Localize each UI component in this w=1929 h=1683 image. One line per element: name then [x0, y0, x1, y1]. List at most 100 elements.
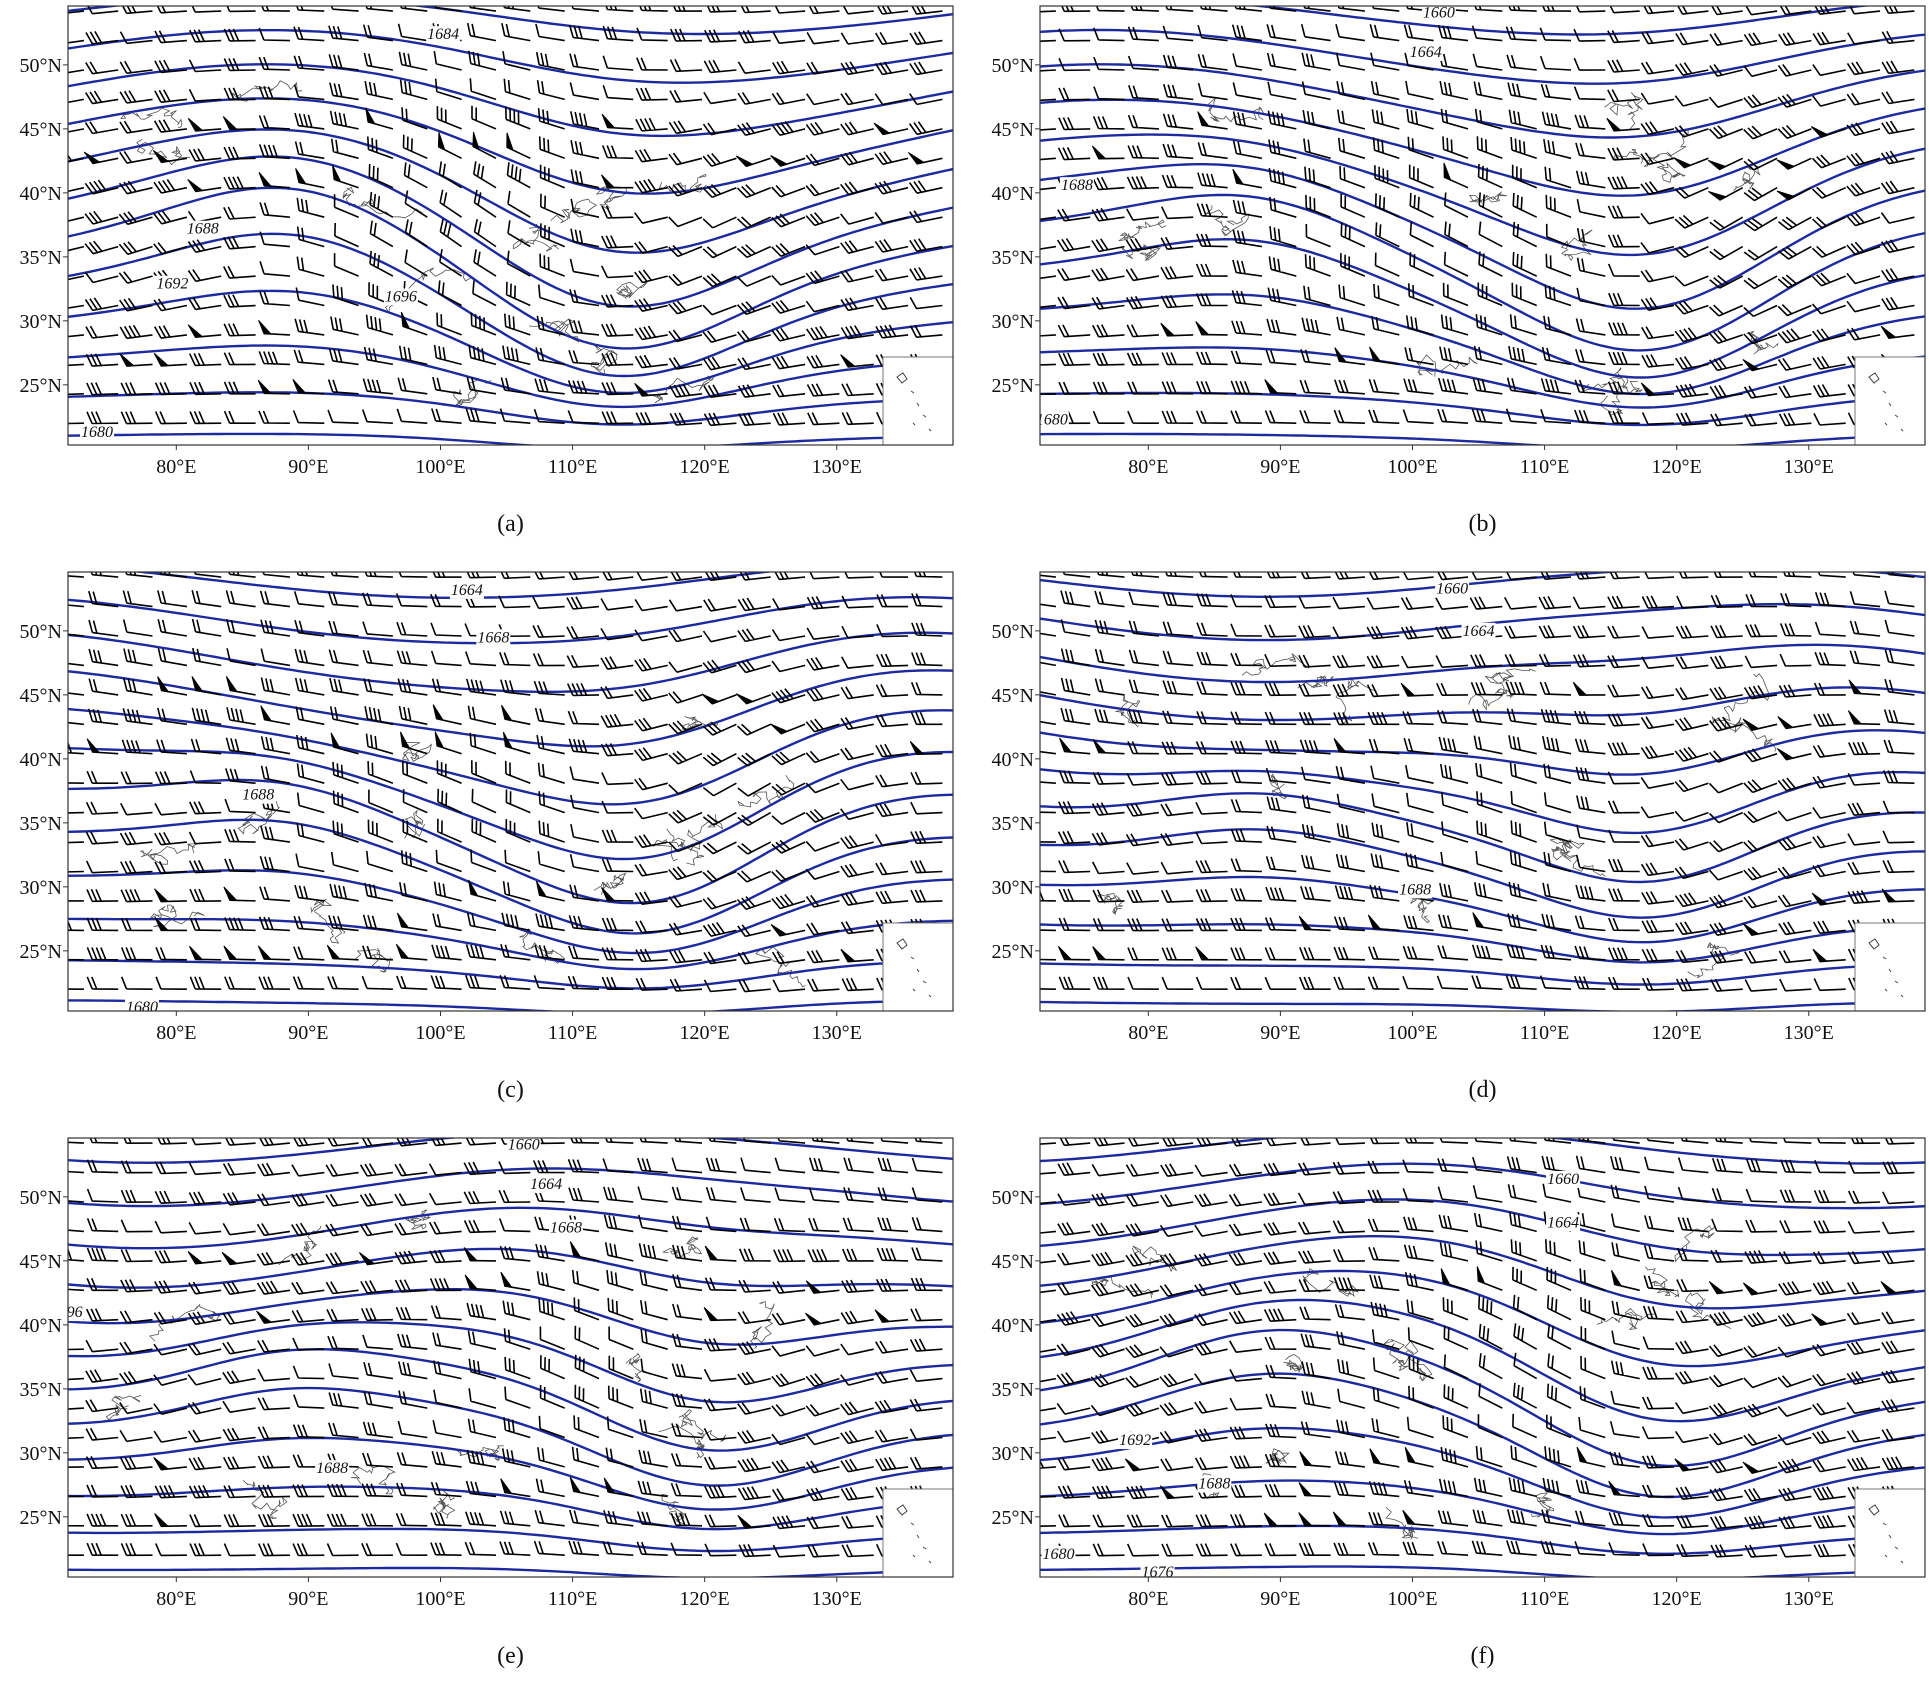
- y-tick-label: 40°N: [20, 183, 62, 205]
- y-tick-label: 40°N: [992, 749, 1034, 771]
- y-tick-label: 35°N: [992, 1379, 1034, 1401]
- x-tick-label: 80°E: [1128, 1022, 1168, 1044]
- x-tick-label: 100°E: [1387, 1022, 1437, 1044]
- y-tick-label: 35°N: [992, 247, 1034, 269]
- y-tick-label: 50°N: [20, 55, 62, 77]
- map-content: 1660 1664 1692 1688 1680 1676: [1040, 1138, 1925, 1581]
- x-tick-label: 100°E: [415, 1022, 465, 1044]
- map-content: 1660 1664 1668 96 1688: [67, 1136, 953, 1577]
- x-tick-label: 100°E: [1387, 1588, 1437, 1610]
- y-tick-label: 30°N: [992, 1443, 1034, 1465]
- y-tick-label: 30°N: [20, 311, 62, 333]
- contour-label-bg: [80, 424, 115, 442]
- x-tick-label: 130°E: [1784, 1588, 1834, 1610]
- contour-label-bg: [383, 288, 418, 306]
- contour-label-bg: [1118, 1432, 1153, 1450]
- contour-label-bg: [315, 1460, 350, 1478]
- contour-label: 1680: [81, 424, 113, 441]
- map-panel: 1684 1688 1692 1696 1680 80°E 90°E 100°E 110°E 12…: [20, 5, 954, 537]
- contour-label: 1664: [1547, 1214, 1579, 1231]
- wind-barbs: [68, 572, 943, 993]
- x-tick-label: 100°E: [1387, 456, 1437, 478]
- contour-label: 1688: [1061, 177, 1093, 194]
- boundary-lines: [1097, 653, 1777, 979]
- y-tick-label: 25°N: [992, 941, 1034, 963]
- map-frame: [67, 571, 954, 1012]
- contour-label-bg: [1059, 177, 1094, 195]
- contour-label: 1680: [1042, 1546, 1074, 1563]
- contour-label-bg: [1546, 1214, 1581, 1232]
- y-tick-label: 30°N: [992, 877, 1034, 899]
- x-tick-label: 110°E: [548, 456, 597, 478]
- y-tick-label: 25°N: [20, 1507, 62, 1529]
- contour-label-bg: [155, 275, 190, 293]
- y-tick-label: 40°N: [20, 1315, 62, 1337]
- x-tick-label: 110°E: [548, 1022, 597, 1044]
- wind-barbs: [1040, 572, 1915, 992]
- x-tick-label: 100°E: [415, 456, 465, 478]
- contour-label-bg: [1461, 622, 1496, 640]
- x-tick-label: 110°E: [1520, 456, 1569, 478]
- y-tick-label: 25°N: [20, 375, 62, 397]
- panel-label: (a): [497, 511, 524, 537]
- contour-label-bg: [426, 26, 461, 44]
- contour-label: 1688: [316, 1460, 348, 1477]
- contour-label-bg: [1040, 411, 1069, 429]
- inset-box: [1854, 922, 1926, 1012]
- contour-label: 1676: [1142, 1564, 1174, 1581]
- wind-flags: [1091, 111, 1897, 396]
- boundary-lines: [1118, 91, 1779, 416]
- contour-label-bg: [548, 1219, 583, 1237]
- y-tick-label: 40°N: [20, 749, 62, 771]
- contour-label-bg: [476, 629, 511, 647]
- y-tick-label: 50°N: [992, 621, 1034, 643]
- map-panel: 1660 1664 1692 1688 1680 1676 80°E 90°E 100°E 110…: [992, 1137, 1926, 1669]
- x-tick-label: 80°E: [1128, 456, 1168, 478]
- map-frame: [67, 5, 954, 446]
- contour-label-bg: [1140, 1563, 1175, 1577]
- contour-label-bg: [1421, 6, 1456, 22]
- inset-islands: [1868, 938, 1904, 998]
- x-tick-label: 120°E: [680, 456, 730, 478]
- x-tick-label: 80°E: [156, 456, 196, 478]
- contour-label: 1660: [508, 1136, 540, 1153]
- panel-label: (e): [497, 1643, 524, 1669]
- map-content: 1684 1688 1692 1696 1680: [68, 6, 953, 445]
- inset-islands: [896, 1504, 932, 1564]
- y-tick-label: 35°N: [20, 247, 62, 269]
- y-tick-label: 45°N: [20, 1251, 62, 1273]
- x-tick-label: 110°E: [1520, 1588, 1569, 1610]
- contour-label: 1660: [1436, 581, 1468, 598]
- inset-box: [1854, 356, 1926, 446]
- wind-barbs: [68, 1138, 943, 1558]
- map-frame: [67, 1137, 954, 1578]
- wind-flags: [153, 1241, 925, 1529]
- y-tick-label: 35°N: [20, 813, 62, 835]
- panel-label: (f): [1471, 1643, 1495, 1669]
- x-tick-label: 90°E: [1260, 1022, 1300, 1044]
- contour-label-bg: [124, 999, 159, 1011]
- x-tick-label: 90°E: [288, 1022, 328, 1044]
- contour-label: 1692: [156, 276, 188, 293]
- height-contours: [1040, 1138, 1925, 1577]
- y-tick-label: 30°N: [20, 877, 62, 899]
- y-tick-label: 45°N: [992, 1251, 1034, 1273]
- x-tick-label: 80°E: [156, 1588, 196, 1610]
- y-tick-label: 35°N: [992, 813, 1034, 835]
- contour-label: 96: [67, 1304, 83, 1321]
- x-tick-label: 90°E: [288, 1588, 328, 1610]
- contour-label-bg: [1197, 1475, 1232, 1493]
- inset-box: [882, 922, 954, 1012]
- y-tick-label: 50°N: [992, 55, 1034, 77]
- contour-label-bg: [449, 581, 484, 599]
- contour-label: 1688: [187, 221, 219, 238]
- x-tick-label: 130°E: [812, 1588, 862, 1610]
- map-frame: [1039, 571, 1926, 1012]
- x-tick-label: 80°E: [1128, 1588, 1168, 1610]
- x-tick-label: 120°E: [1652, 1022, 1702, 1044]
- x-tick-label: 130°E: [812, 456, 862, 478]
- y-tick-label: 50°N: [992, 1187, 1034, 1209]
- x-tick-label: 90°E: [1260, 456, 1300, 478]
- contour-label: 1692: [1119, 1432, 1151, 1449]
